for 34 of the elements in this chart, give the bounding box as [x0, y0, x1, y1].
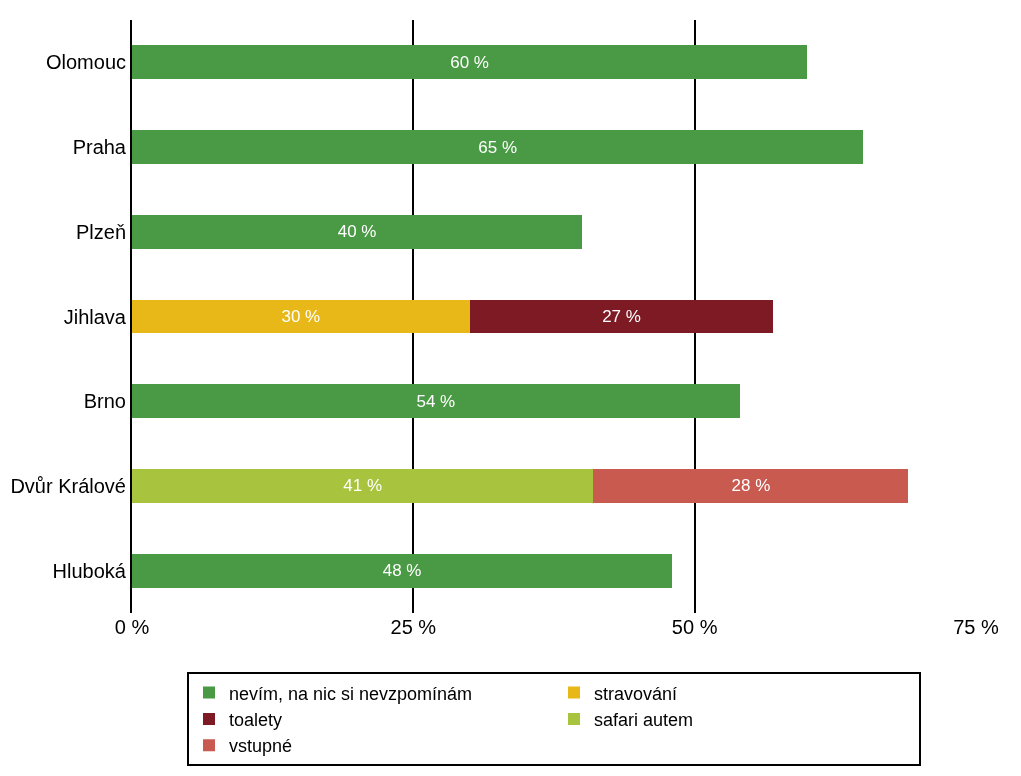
legend-label: nevím, na nic si nevzpomínám: [229, 683, 473, 704]
x-tick-label: 25 %: [390, 616, 437, 638]
bar: [132, 130, 864, 165]
bar: [132, 553, 673, 588]
data-label: 28 %: [731, 476, 771, 496]
y-tick-label: Praha: [72, 136, 127, 159]
bar: [593, 468, 909, 503]
data-label: 60 %: [450, 52, 489, 72]
y-tick-label: Jihlava: [63, 305, 127, 328]
bar: [132, 468, 594, 503]
bar: [469, 299, 774, 334]
y-tick-label: Hluboká: [52, 559, 127, 582]
data-label: 40 %: [337, 222, 377, 242]
data-label: 48 %: [382, 561, 422, 581]
bar: [132, 214, 583, 249]
data-label: 27 %: [602, 307, 641, 326]
y-tick-label: Plzeň: [75, 220, 126, 243]
x-tick-label: 75 %: [953, 616, 1000, 638]
y-tick-label: Brno: [83, 390, 126, 413]
data-label: 30 %: [281, 307, 321, 326]
bar: [132, 45, 808, 80]
data-label: 65 %: [478, 137, 518, 157]
x-tick-label: 0 %: [114, 616, 150, 638]
legend-label: safari autem: [594, 709, 694, 730]
y-tick-label: Dvůr Králové: [10, 474, 126, 497]
legend-label: vstupné: [229, 736, 293, 757]
legend-label: stravování: [594, 683, 678, 704]
x-tick-label: 50 %: [671, 616, 718, 638]
bar: [132, 299, 470, 334]
y-tick-label: Olomouc: [45, 51, 126, 74]
bar: [132, 384, 740, 419]
data-label: 41 %: [343, 476, 383, 496]
data-label: 54 %: [416, 391, 456, 411]
legend-label: toalety: [229, 709, 283, 730]
